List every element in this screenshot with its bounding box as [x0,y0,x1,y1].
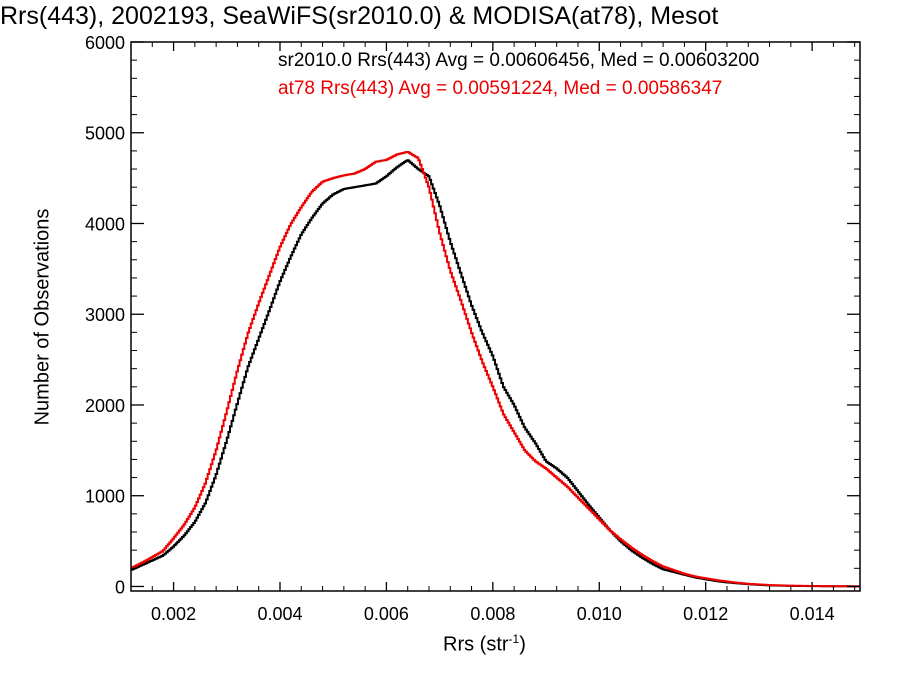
y-tick-label: 1000 [85,487,125,507]
x-axis-title: Rrs (str-1) [443,632,526,657]
y-tick-label: 0 [115,577,125,597]
y-tick-label: 6000 [85,33,125,53]
x-axis-title-main: Rrs (str [443,633,509,656]
x-axis-title-sup: -1 [508,632,520,646]
x-tick-label: 0.010 [577,604,622,624]
y-tick-label: 3000 [85,305,125,325]
x-tick-label: 0.014 [790,604,835,624]
x-tick-label: 0.012 [683,604,728,624]
x-tick-label: 0.002 [151,604,196,624]
x-tick-label: 0.004 [257,604,302,624]
y-tick-label: 5000 [85,124,125,144]
y-tick-label: 2000 [85,396,125,416]
legend-entry-sr2010: sr2010.0 Rrs(443) Avg = 0.00606456, Med … [278,50,760,71]
x-tick-label: 0.008 [470,604,515,624]
x-axis-title-close: ) [519,633,526,656]
y-axis-title: Number of Observations [31,208,54,426]
y-tick-label: 4000 [85,214,125,234]
series-at78-histogram [131,150,860,588]
series-sr2010-histogram [131,159,860,588]
legend-entry-at78: at78 Rrs(443) Avg = 0.00591224, Med = 0.… [278,78,723,99]
x-tick-label: 0.006 [364,604,409,624]
plot-frame [130,41,861,592]
